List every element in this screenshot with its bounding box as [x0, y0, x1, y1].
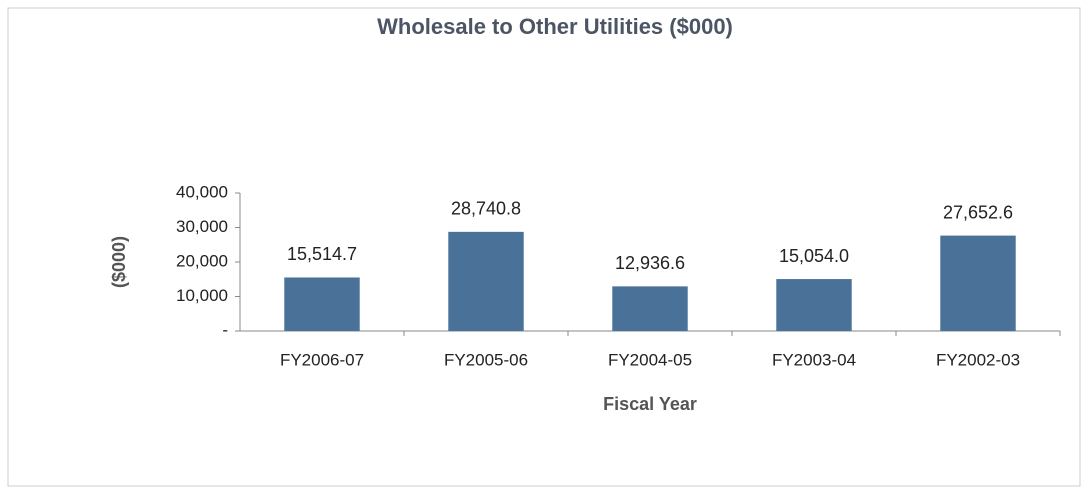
x-tick-label: FY2002-03 — [936, 350, 1020, 369]
x-tick-label: FY2003-04 — [772, 350, 856, 369]
y-tick-label: 30,000 — [176, 217, 228, 236]
x-tick-label: FY2005-06 — [444, 350, 528, 369]
chart-title: Wholesale to Other Utilities ($000) — [377, 14, 733, 39]
bar — [776, 279, 852, 331]
value-label: 28,740.8 — [451, 199, 521, 219]
x-axis-title: Fiscal Year — [603, 394, 697, 414]
y-tick-label: - — [222, 320, 228, 339]
bar — [448, 231, 524, 331]
value-label: 15,054.0 — [779, 246, 849, 266]
x-tick-label: FY2004-05 — [608, 350, 692, 369]
value-label: 12,936.6 — [615, 253, 685, 273]
value-label: 27,652.6 — [943, 202, 1013, 222]
y-axis-title: ($000) — [109, 236, 129, 288]
y-tick-label: 20,000 — [176, 251, 228, 270]
bar — [284, 277, 360, 331]
x-tick-label: FY2006-07 — [280, 350, 364, 369]
y-tick-label: 10,000 — [176, 286, 228, 305]
frame — [7, 7, 1081, 487]
bar — [612, 286, 688, 331]
y-tick-label: 40,000 — [176, 182, 228, 201]
value-label: 15,514.7 — [287, 244, 357, 264]
bar — [940, 235, 1016, 331]
